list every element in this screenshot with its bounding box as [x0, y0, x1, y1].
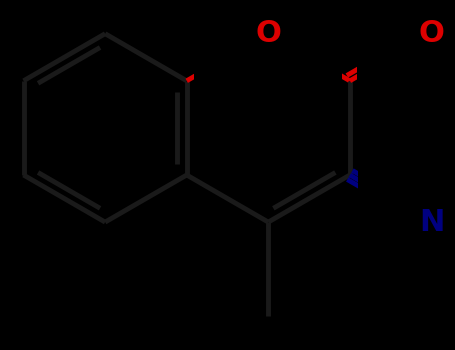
- Text: N: N: [419, 208, 444, 237]
- Text: O: O: [255, 19, 281, 48]
- Text: O: O: [419, 19, 445, 48]
